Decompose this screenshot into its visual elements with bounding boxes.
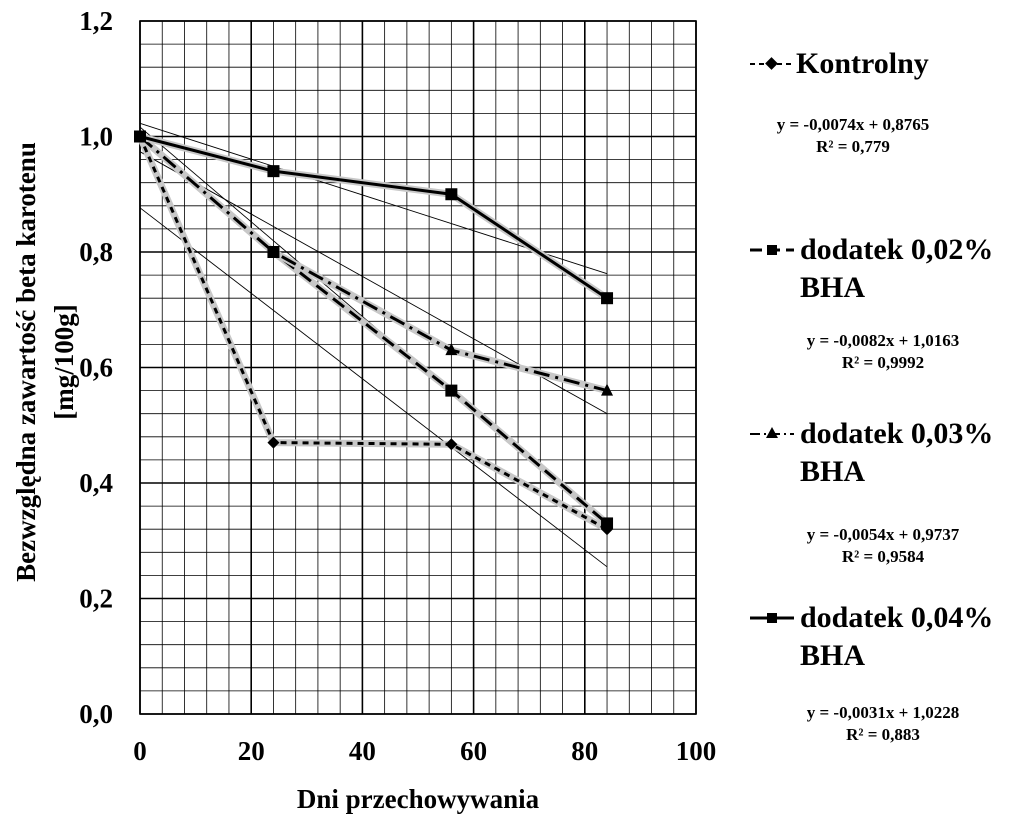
data-point-square: [601, 292, 614, 305]
series-line-shadow: [137, 133, 608, 394]
y-tick-label: 1,0: [79, 122, 113, 152]
legend-label-line2: BHA: [800, 271, 866, 304]
data-point-triangle: [267, 245, 280, 257]
plot-border: [139, 20, 697, 715]
legend-swatch: [750, 427, 794, 438]
trendline-equation: y = -0,0031x + 1,0228 R² = 0,883: [806, 703, 960, 744]
x-tick-label: 40: [349, 736, 376, 766]
series-line: [139, 135, 608, 393]
legend-label-line2: BHA: [800, 639, 866, 672]
y-tick-label: 0,6: [79, 353, 113, 383]
series-line-shadow: [139, 133, 609, 302]
legend-swatch: [750, 57, 794, 70]
series-line: [139, 135, 608, 300]
y-tick-label: 1,2: [79, 6, 113, 36]
x-tick-label: 0: [133, 736, 147, 766]
series-line: [138, 135, 608, 531]
trendline-equation: y = -0,0082x + 1,0163 R² = 0,9992: [806, 331, 960, 372]
y-tick-label: 0,8: [79, 237, 113, 267]
trendline-equation: y = -0,0074x + 0,8765 R² = 0,779: [776, 115, 930, 156]
data-point-diamond: [267, 436, 280, 449]
y-tick-label: 0,2: [79, 584, 113, 614]
data-point-square: [267, 165, 280, 178]
x-axis-title: Dni przechowywania: [297, 784, 540, 814]
y-tick-label: 0,0: [79, 699, 113, 729]
legend-label: dodatek 0,04%: [800, 601, 994, 634]
x-tick-label: 60: [460, 736, 487, 766]
legend-label-line2: BHA: [800, 455, 866, 488]
x-tick-label: 80: [571, 736, 598, 766]
tick-labels: 0 20 40 60 80 100 0,0 0,2 0,4 0,6 0,8 1,0 1,2: [79, 6, 716, 766]
data-point-square: [601, 517, 614, 530]
legend-swatch: [750, 245, 794, 255]
data-point-triangle: [601, 383, 614, 396]
x-tick-label: 20: [238, 736, 265, 766]
legend-label: dodatek 0,02%: [800, 233, 994, 266]
legend-label: dodatek 0,03%: [800, 417, 994, 450]
y-axis-title-line1: Bezwzględna zawartość beta karotenu: [11, 142, 41, 582]
legend-label: Kontrolny: [796, 47, 929, 80]
legend-swatch: [750, 613, 794, 623]
series-lines: [136, 133, 610, 533]
y-axis-title-line2: [mg/100g]: [49, 304, 79, 419]
data-point-square: [445, 384, 458, 397]
data-point-diamond: [445, 438, 458, 451]
trendline-equation: y = -0,0054x + 0,9737 R² = 0,9584: [806, 525, 960, 566]
grid-lines: [139, 20, 697, 715]
x-tick-label: 100: [676, 736, 717, 766]
y-tick-label: 0,4: [79, 468, 113, 498]
data-point-square: [134, 130, 146, 143]
data-point-square: [445, 188, 458, 201]
trendlines: [139, 122, 608, 568]
data-point-triangle: [445, 343, 458, 356]
trendline: [139, 207, 608, 568]
series-markers: [134, 129, 614, 536]
